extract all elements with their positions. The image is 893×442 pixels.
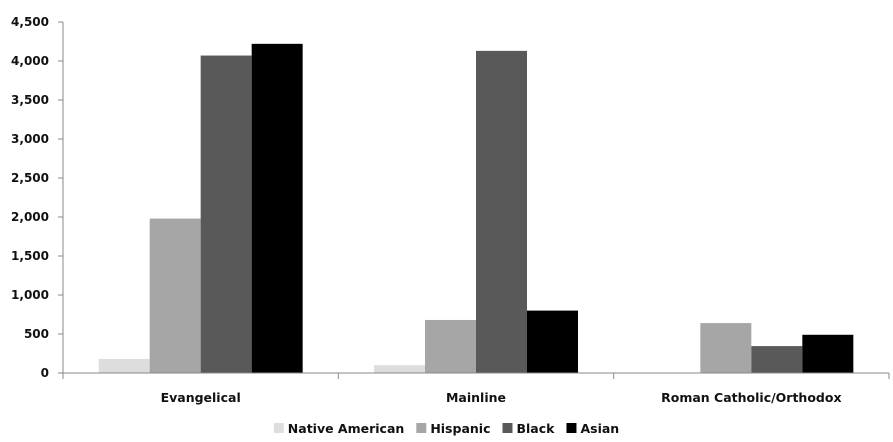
- legend-label: Black: [516, 421, 555, 436]
- legend-label: Hispanic: [430, 421, 490, 436]
- y-tick-label: 4,000: [11, 54, 49, 68]
- bar: [374, 365, 425, 373]
- y-tick-label: 2,500: [11, 171, 49, 185]
- bar: [527, 310, 578, 373]
- bar: [251, 43, 303, 374]
- x-axis: Evangelical Mainline Roman Catholic/Orthod…: [62, 372, 890, 405]
- bar: [751, 346, 803, 373]
- category-label: Roman Catholic/Orthodox: [661, 390, 841, 405]
- bars: [98, 43, 854, 374]
- legend-swatch: [566, 423, 577, 433]
- category-label: Evangelical: [161, 390, 241, 405]
- y-tick-label: 0: [41, 366, 49, 380]
- bar: [149, 218, 201, 373]
- y-tick-label: 4,500: [11, 15, 49, 29]
- legend-swatch: [502, 423, 513, 433]
- bar: [200, 55, 252, 373]
- y-tick-label: 1,500: [11, 249, 49, 263]
- legend-label: Native American: [288, 421, 405, 436]
- y-tick-label: 1,000: [11, 288, 49, 302]
- y-tick-label: 2,000: [11, 210, 49, 224]
- y-tick-label: 500: [24, 327, 49, 341]
- bar: [802, 334, 854, 373]
- y-tick-label: 3,000: [11, 132, 49, 146]
- bar: [98, 358, 150, 373]
- bar: [476, 50, 527, 374]
- y-tick-label: 3,500: [11, 93, 49, 107]
- legend-swatch: [416, 423, 427, 433]
- category-label: Mainline: [446, 390, 506, 405]
- bar: [700, 323, 752, 373]
- legend: Native American Hispanic Black Asian: [273, 421, 619, 436]
- y-axis: 0 500 1,000 1,500 2,000 2,500 3,000 3,500 4,000 4…: [11, 15, 64, 380]
- bar: [425, 319, 476, 373]
- legend-label: Asian: [580, 421, 619, 436]
- legend-swatch: [273, 423, 284, 433]
